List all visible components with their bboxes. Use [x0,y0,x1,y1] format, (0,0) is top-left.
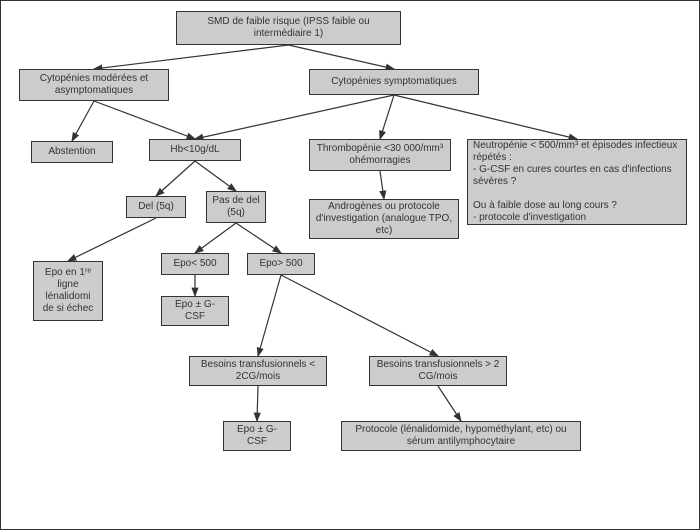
node-tpo: Androgènes ou protocole d'investigation … [309,199,459,239]
node-abstention: Abstention [31,141,113,163]
edge-bt_gt-protocole [438,386,461,421]
flowchart-canvas: SMD de faible risque (IPSS faible ou int… [0,0,700,530]
edge-hb-del5q [156,161,195,196]
node-pas_del: Pas de del (5q) [206,191,266,223]
node-cyt_symp: Cytopénies symptomatiques [309,69,479,95]
edge-root-cyt_symp [289,45,395,69]
edge-cyt_mod-abstention [72,101,94,141]
node-epo_gcsf2: Epo ± G-CSF [223,421,291,451]
node-epo_len: Epo en 1ʳᵉ ligne lénalidomi de si échec [33,261,103,321]
node-protocole: Protocole (lénalidomide, hypométhylant, … [341,421,581,451]
edge-cyt_symp-hb [195,95,394,139]
node-cyt_mod: Cytopénies modérées et asymptomatiques [19,69,169,101]
node-hb: Hb<10g/dL [149,139,241,161]
edge-bt_lt-epo_gcsf2 [257,386,258,421]
node-bt_lt: Besoins transfusionnels < 2CG/mois [189,356,327,386]
node-epo_lt500: Epo< 500 [161,253,229,275]
edge-cyt_symp-thrombo [380,95,394,139]
edge-pas_del-epo_lt500 [195,223,236,253]
node-root: SMD de faible risque (IPSS faible ou int… [176,11,401,45]
edge-root-cyt_mod [94,45,289,69]
edge-del5q-epo_len [68,218,156,261]
node-epo_gt500: Epo> 500 [247,253,315,275]
edge-pas_del-epo_gt500 [236,223,281,253]
node-bt_gt: Besoins transfusionnels > 2 CG/mois [369,356,507,386]
edge-epo_gt500-bt_gt [281,275,438,356]
node-epo_gcsf1: Epo ± G-CSF [161,296,229,326]
edge-hb-pas_del [195,161,236,191]
node-thrombo: Thrombopénie <30 000/mm³ ohémorragies [309,139,451,171]
edge-epo_gt500-bt_lt [258,275,281,356]
node-neutro: Neutropénie < 500/mm³ et épisodes infect… [467,139,687,225]
node-del5q: Del (5q) [126,196,186,218]
edge-thrombo-tpo [380,171,384,199]
edge-cyt_mod-hb [94,101,195,139]
edge-cyt_symp-neutro [394,95,577,139]
